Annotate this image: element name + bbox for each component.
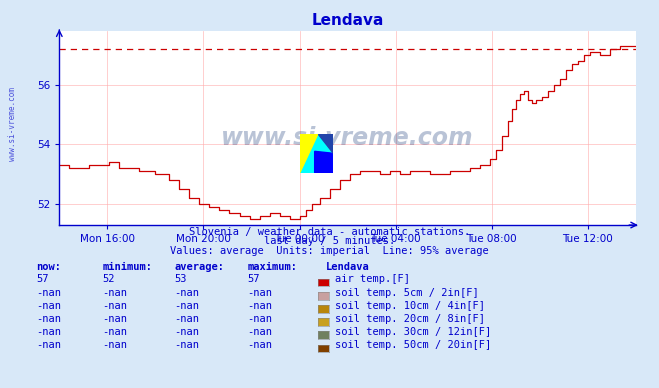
Text: -nan: -nan (175, 288, 200, 298)
Text: 52: 52 (102, 274, 115, 284)
Text: -nan: -nan (175, 314, 200, 324)
Text: Slovenia / weather data - automatic stations.: Slovenia / weather data - automatic stat… (189, 227, 470, 237)
Text: -nan: -nan (175, 340, 200, 350)
Text: -nan: -nan (36, 327, 61, 337)
Polygon shape (315, 151, 333, 173)
Text: soil temp. 30cm / 12in[F]: soil temp. 30cm / 12in[F] (335, 327, 491, 337)
Polygon shape (318, 134, 333, 153)
Text: -nan: -nan (36, 340, 61, 350)
Text: 57: 57 (247, 274, 260, 284)
Text: soil temp. 10cm / 4in[F]: soil temp. 10cm / 4in[F] (335, 301, 485, 311)
Text: 57: 57 (36, 274, 49, 284)
Title: Lendava: Lendava (312, 14, 384, 28)
Text: last day / 5 minutes.: last day / 5 minutes. (264, 236, 395, 246)
Text: -nan: -nan (247, 288, 272, 298)
Text: -nan: -nan (36, 314, 61, 324)
Text: -nan: -nan (175, 327, 200, 337)
Text: www.si-vreme.com: www.si-vreme.com (8, 87, 17, 161)
Text: minimum:: minimum: (102, 262, 152, 272)
Text: 53: 53 (175, 274, 187, 284)
Polygon shape (300, 134, 318, 173)
Text: -nan: -nan (175, 301, 200, 311)
Text: -nan: -nan (102, 288, 127, 298)
Text: -nan: -nan (102, 327, 127, 337)
Text: average:: average: (175, 262, 225, 272)
Text: -nan: -nan (36, 301, 61, 311)
Text: -nan: -nan (102, 340, 127, 350)
Text: -nan: -nan (102, 301, 127, 311)
Text: air temp.[F]: air temp.[F] (335, 274, 410, 284)
Text: soil temp. 20cm / 8in[F]: soil temp. 20cm / 8in[F] (335, 314, 485, 324)
Text: -nan: -nan (36, 288, 61, 298)
Text: maximum:: maximum: (247, 262, 297, 272)
Text: soil temp. 5cm / 2in[F]: soil temp. 5cm / 2in[F] (335, 288, 478, 298)
Text: soil temp. 50cm / 20in[F]: soil temp. 50cm / 20in[F] (335, 340, 491, 350)
Text: Values: average  Units: imperial  Line: 95% average: Values: average Units: imperial Line: 95… (170, 246, 489, 256)
Text: Lendava: Lendava (326, 262, 370, 272)
Text: -nan: -nan (247, 327, 272, 337)
Text: -nan: -nan (102, 314, 127, 324)
Text: now:: now: (36, 262, 61, 272)
Text: -nan: -nan (247, 340, 272, 350)
Text: -nan: -nan (247, 301, 272, 311)
Polygon shape (300, 134, 333, 173)
Text: www.si-vreme.com: www.si-vreme.com (221, 126, 474, 150)
Text: -nan: -nan (247, 314, 272, 324)
